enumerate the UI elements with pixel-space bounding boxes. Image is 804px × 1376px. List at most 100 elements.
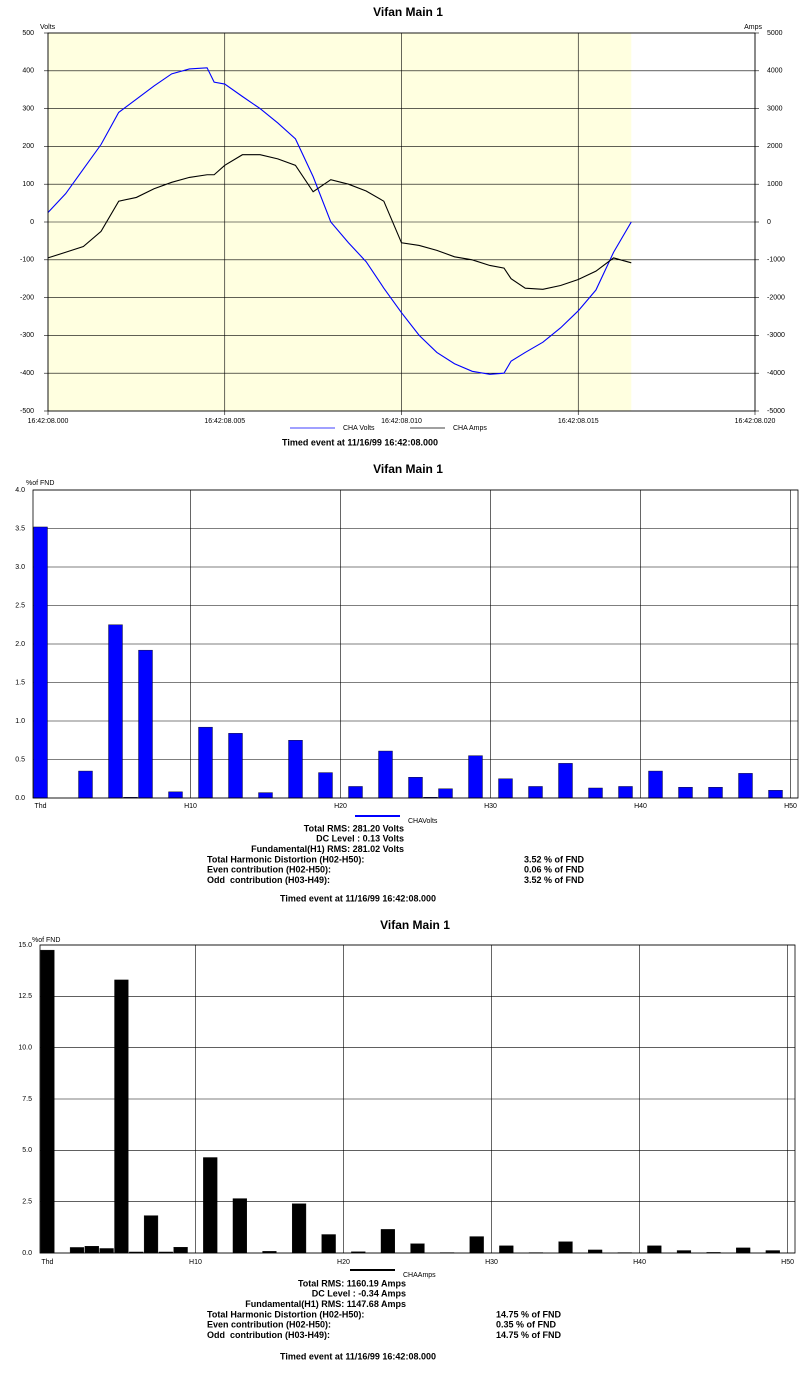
y-tick-label: -100 [20, 257, 34, 264]
bar [588, 1249, 603, 1254]
y-tick-label: 3.0 [15, 564, 25, 571]
bar [232, 1198, 247, 1254]
summary-line: Total RMS: 281.20 Volts [304, 823, 404, 833]
y-tick-label: 1.5 [15, 679, 25, 686]
y-tick-label: 5.0 [22, 1147, 32, 1154]
data-line [47, 67, 632, 375]
y-axis-label: %of FND [32, 937, 60, 944]
y-tick-label: 10.0 [18, 1045, 32, 1052]
bar [736, 1247, 751, 1254]
x-tick-label: H40 [633, 1259, 646, 1266]
y-tick-label: -400 [20, 370, 34, 377]
x-tick-label: H50 [781, 1259, 794, 1266]
x-tick-label: 16:42:08.020 [735, 418, 776, 425]
bar [173, 1247, 188, 1254]
y2-axis-label: Amps [744, 24, 762, 31]
y-tick-label: 300 [22, 105, 34, 112]
y-tick-label: 0.5 [15, 756, 25, 763]
y-tick-label: -300 [20, 332, 34, 339]
bar [378, 750, 393, 799]
bar [318, 772, 333, 799]
x-tick-label: Thd [34, 803, 46, 810]
bar [410, 1243, 425, 1254]
y2-tick-label: 5000 [767, 30, 783, 37]
bar [99, 1248, 114, 1254]
y2-tick-label: 1000 [767, 181, 783, 188]
bar [348, 786, 363, 799]
y-tick-label: -200 [20, 294, 34, 301]
y2-tick-label: 0 [767, 219, 771, 226]
distortion-value: 14.75 % of FND [496, 1330, 562, 1340]
x-tick-label: 16:42:08.005 [204, 418, 245, 425]
y-axis-label: %of FND [26, 480, 54, 487]
bar [203, 1157, 218, 1254]
bar [291, 1203, 307, 1254]
y2-tick-label: 3000 [767, 105, 783, 112]
distortion-label: Even contribution (H02-H50): [207, 865, 331, 875]
plot-frame [39, 944, 796, 1254]
distortion-value: 0.35 % of FND [496, 1320, 557, 1330]
y-tick-label: 2.5 [22, 1199, 32, 1206]
plot-frame [32, 489, 799, 799]
distortion-label: Odd contribution (H03-H49): [207, 1330, 330, 1340]
bar [469, 1236, 484, 1254]
bar [558, 1241, 573, 1254]
bar [40, 949, 55, 1254]
bar [228, 733, 243, 799]
distortion-label: Odd contribution (H03-H49): [207, 875, 330, 885]
x-tick-label: H20 [337, 1259, 350, 1266]
distortion-label: Even contribution (H02-H50): [207, 1320, 331, 1330]
y-tick-label: 400 [22, 68, 34, 75]
chart-title: Vifan Main 1 [373, 5, 443, 19]
y-tick-label: 1.0 [15, 718, 25, 725]
x-tick-label: Thd [41, 1259, 53, 1266]
bar [108, 624, 123, 799]
bar [288, 740, 303, 799]
bar [678, 787, 693, 799]
y-tick-label: 12.5 [18, 993, 32, 1000]
bar [408, 777, 423, 799]
bar [647, 1245, 662, 1254]
x-tick-label: 16:42:08.015 [558, 418, 599, 425]
distortion-value: 14.75 % of FND [496, 1309, 562, 1319]
bar [738, 773, 753, 799]
bar [114, 979, 129, 1254]
y-tick-label: 2.0 [15, 641, 25, 648]
bar [69, 1247, 85, 1254]
y-tick-label: 0.0 [22, 1250, 32, 1257]
bar [33, 526, 48, 799]
bar [198, 726, 213, 799]
y-tick-label: 0 [30, 219, 34, 226]
y2-tick-label: -3000 [767, 332, 785, 339]
y-axis-label: Volts [40, 24, 56, 31]
x-tick-label: 16:42:08.010 [381, 418, 422, 425]
bar [380, 1229, 395, 1254]
bar [78, 770, 93, 799]
x-tick-label: H40 [634, 803, 647, 810]
y-tick-label: 7.5 [22, 1096, 32, 1103]
y2-tick-label: 2000 [767, 143, 783, 150]
summary-line: Total RMS: 1160.19 Amps [298, 1278, 406, 1288]
x-tick-label: H50 [784, 803, 797, 810]
y-tick-label: 2.5 [15, 602, 25, 609]
y2-tick-label: 4000 [767, 68, 783, 75]
distortion-value: 0.06 % of FND [524, 865, 585, 875]
legend-label: CHA Volts [343, 425, 375, 432]
bar [558, 763, 573, 799]
distortion-label: Total Harmonic Distortion (H02-H50): [207, 1309, 364, 1319]
x-tick-label: 16:42:08.000 [28, 418, 69, 425]
x-tick-label: H10 [189, 1259, 202, 1266]
bar [84, 1246, 99, 1254]
legend-label: CHA Amps [453, 425, 487, 432]
x-tick-label: H30 [485, 1259, 498, 1266]
y-tick-label: 4.0 [15, 487, 25, 494]
summary-line: DC Level : 0.13 Volts [316, 834, 404, 844]
footnote: Timed event at 11/16/99 16:42:08.000 [282, 437, 438, 447]
chart-title: Vifan Main 1 [380, 918, 450, 932]
y-tick-label: 0.0 [15, 795, 25, 802]
y-tick-label: -500 [20, 408, 34, 415]
legend-label: CHAVolts [408, 818, 438, 825]
bar [588, 787, 603, 799]
